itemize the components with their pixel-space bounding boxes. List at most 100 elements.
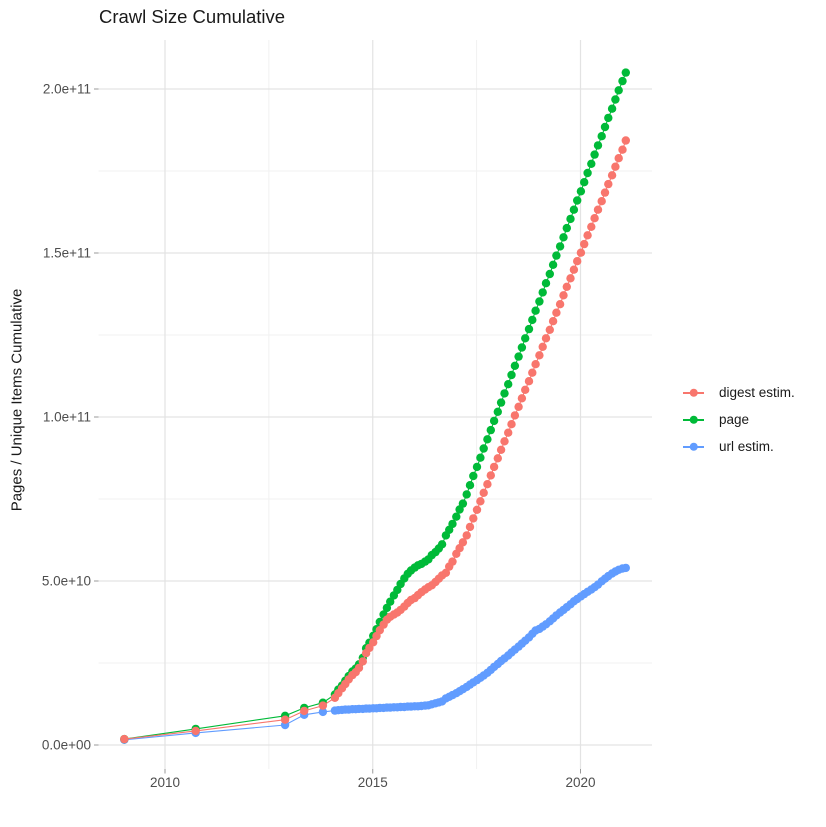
- digest-estim-point: [524, 377, 534, 386]
- page-point: [576, 187, 586, 196]
- legend-label: url estim.: [719, 439, 774, 454]
- digest-estim-point: [576, 248, 586, 257]
- page-point: [604, 113, 613, 123]
- page-point: [600, 122, 610, 132]
- legend-key-dot: [689, 442, 698, 451]
- legend-key-dot: [689, 388, 698, 397]
- y-tick-label: 0.0e+00: [42, 738, 91, 753]
- digest-estim-point: [514, 402, 523, 411]
- digest-estim-point: [479, 488, 488, 497]
- url-estim-point: [318, 707, 328, 717]
- digest-estim-point: [472, 505, 482, 514]
- page-point: [493, 407, 502, 416]
- digest-estim-point: [580, 239, 589, 249]
- legend-item-page: page: [683, 411, 795, 428]
- page-point: [590, 150, 599, 159]
- legend-key-icon: [683, 384, 704, 401]
- digest-estim-point: [590, 214, 599, 223]
- digest-estim-point: [573, 257, 582, 266]
- digest-estim-point: [559, 291, 568, 300]
- page-point: [489, 416, 499, 426]
- digest-estim-point: [555, 300, 565, 309]
- page-point: [614, 86, 623, 95]
- digest-estim-point: [562, 282, 571, 291]
- page-point: [483, 435, 492, 444]
- page-point: [382, 603, 392, 613]
- series-digest-estim: [120, 136, 630, 744]
- digest-estim-point: [521, 385, 530, 394]
- url-estim-point: [621, 563, 630, 573]
- page-point: [504, 380, 513, 389]
- series-url-estim: [120, 563, 630, 744]
- digest-estim-point: [462, 531, 471, 540]
- digest-estim-point: [354, 663, 364, 673]
- digest-estim-point: [517, 394, 527, 403]
- page-point: [500, 389, 509, 398]
- series-line-url-estim: [124, 567, 626, 741]
- digest-estim-point: [191, 726, 200, 736]
- digest-estim-point: [566, 274, 575, 283]
- page-point: [469, 471, 478, 481]
- digest-estim-point: [614, 154, 623, 163]
- digest-estim-point: [552, 308, 561, 317]
- digest-estim-point: [583, 231, 592, 240]
- digest-estim-point: [486, 471, 495, 480]
- digest-estim-point: [448, 557, 457, 566]
- page-point: [465, 481, 475, 490]
- digest-estim-point: [496, 445, 506, 454]
- x-tick-label: 2010: [150, 775, 180, 790]
- page-point: [555, 242, 565, 251]
- legend-key-icon: [683, 438, 704, 455]
- digest-estim-point: [483, 480, 492, 489]
- digest-estim-point: [458, 538, 468, 547]
- page-point: [437, 540, 447, 549]
- digest-estim-point: [618, 145, 627, 154]
- page-point: [580, 178, 589, 187]
- page-point: [545, 269, 554, 279]
- page-point: [538, 288, 547, 297]
- digest-estim-point: [469, 514, 478, 523]
- page-point: [587, 159, 596, 168]
- legend-label: page: [719, 412, 750, 427]
- page-point: [618, 76, 627, 86]
- digest-estim-point: [493, 454, 502, 463]
- page-point: [583, 168, 592, 178]
- digest-estim-point: [531, 360, 540, 369]
- page-point: [569, 205, 579, 214]
- digest-estim-point: [611, 162, 620, 171]
- page-point: [531, 306, 540, 315]
- page-point: [448, 519, 457, 529]
- digest-estim-point: [507, 420, 516, 429]
- page-point: [593, 141, 603, 150]
- page-point: [548, 260, 558, 269]
- digest-estim-point: [597, 197, 606, 206]
- digest-estim-point: [528, 368, 537, 377]
- page-point: [476, 453, 485, 462]
- digest-estim-point: [600, 188, 610, 197]
- legend-label: digest estim.: [719, 385, 795, 400]
- x-tick-label: 2015: [358, 775, 388, 790]
- page-point: [607, 104, 617, 113]
- x-tick-label: 2020: [565, 775, 595, 790]
- digest-estim-point: [476, 497, 485, 506]
- digest-estim-point: [604, 179, 613, 189]
- page-point: [611, 95, 620, 104]
- page-point: [541, 279, 551, 288]
- series-line-digest-estim: [124, 140, 627, 740]
- page-point: [514, 352, 523, 361]
- digest-estim-point: [358, 657, 367, 666]
- legend: digest estim. page url estim.: [683, 384, 795, 455]
- chart-title: Crawl Size Cumulative: [99, 6, 286, 27]
- digest-estim-point: [545, 325, 554, 334]
- page-point: [507, 370, 516, 380]
- digest-estim-point: [120, 734, 129, 744]
- digest-estim-point: [535, 351, 544, 360]
- page-point: [486, 425, 495, 435]
- page-point: [386, 597, 395, 606]
- legend-key-icon: [683, 411, 704, 428]
- digest-estim-point: [300, 706, 309, 716]
- page-point: [524, 324, 534, 334]
- digest-estim-point: [607, 171, 617, 180]
- digest-estim-point: [569, 265, 579, 274]
